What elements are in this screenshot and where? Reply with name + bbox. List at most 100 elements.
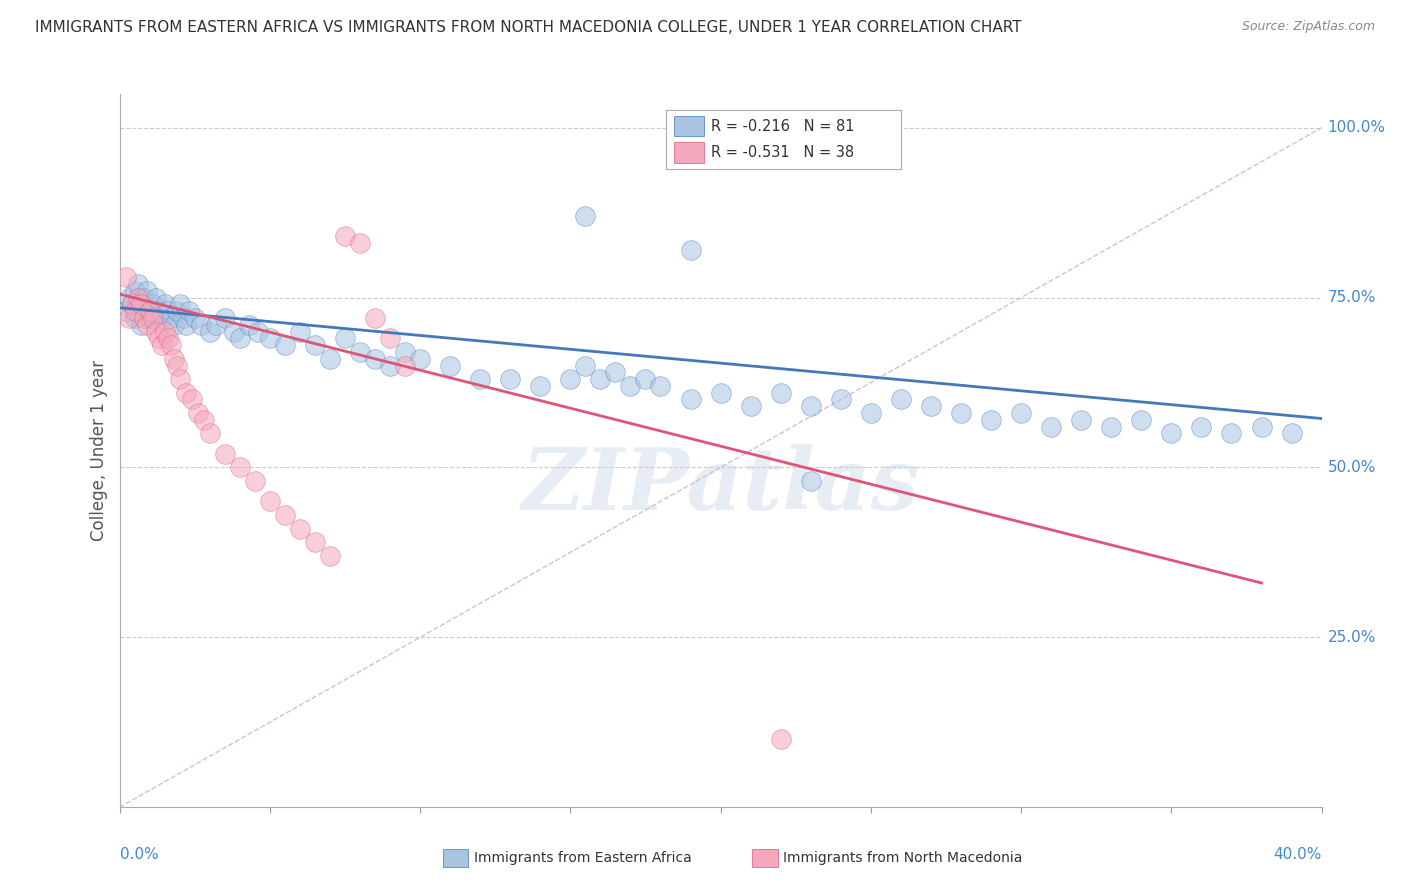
Y-axis label: College, Under 1 year: College, Under 1 year <box>90 359 108 541</box>
Point <box>138 304 160 318</box>
Point <box>364 310 387 325</box>
Point <box>288 522 311 536</box>
Point <box>679 243 702 257</box>
Point <box>135 284 157 298</box>
Point <box>439 359 461 373</box>
Point <box>228 331 252 345</box>
Point <box>259 331 281 345</box>
Point <box>304 535 326 549</box>
Point <box>138 304 160 318</box>
Point <box>174 385 197 400</box>
Text: IMMIGRANTS FROM EASTERN AFRICA VS IMMIGRANTS FROM NORTH MACEDONIA COLLEGE, UNDER: IMMIGRANTS FROM EASTERN AFRICA VS IMMIGR… <box>35 20 1022 35</box>
Text: R = -0.531   N = 38: R = -0.531 N = 38 <box>711 145 853 160</box>
Point <box>198 426 221 441</box>
Point <box>259 494 281 508</box>
Point <box>145 291 167 305</box>
Point <box>222 325 245 339</box>
Point <box>1189 419 1212 434</box>
Text: ZIPatlas: ZIPatlas <box>522 444 920 528</box>
Point <box>1099 419 1122 434</box>
Text: 100.0%: 100.0% <box>1327 120 1386 136</box>
Point <box>304 338 326 352</box>
Point <box>890 392 912 407</box>
Point <box>127 304 149 318</box>
Point <box>333 331 356 345</box>
Text: 25.0%: 25.0% <box>1327 630 1376 645</box>
Text: 50.0%: 50.0% <box>1327 460 1376 475</box>
Point <box>574 209 596 223</box>
Text: Immigrants from Eastern Africa: Immigrants from Eastern Africa <box>474 851 692 865</box>
Point <box>243 474 266 488</box>
Text: Immigrants from North Macedonia: Immigrants from North Macedonia <box>783 851 1022 865</box>
Point <box>204 318 226 332</box>
Point <box>156 304 179 318</box>
Point <box>589 372 612 386</box>
Point <box>349 236 371 251</box>
Point <box>214 447 236 461</box>
Text: R = -0.216   N = 81: R = -0.216 N = 81 <box>711 119 855 134</box>
Point <box>769 385 792 400</box>
Point <box>859 406 882 420</box>
Point <box>1220 426 1243 441</box>
Point <box>274 508 297 522</box>
Point <box>183 310 205 325</box>
Point <box>153 325 176 339</box>
Point <box>159 338 181 352</box>
Point <box>150 310 173 325</box>
Point <box>800 399 823 413</box>
Point <box>1130 413 1153 427</box>
Point <box>127 291 149 305</box>
Point <box>124 284 146 298</box>
Point <box>740 399 762 413</box>
Point <box>319 351 342 366</box>
Point <box>148 331 170 345</box>
Point <box>187 406 209 420</box>
Point <box>190 318 212 332</box>
Point <box>148 304 170 318</box>
Point <box>129 297 152 311</box>
Point <box>830 392 852 407</box>
Point <box>132 310 155 325</box>
Point <box>1010 406 1032 420</box>
Point <box>121 297 143 311</box>
Point <box>1250 419 1272 434</box>
Point <box>166 359 188 373</box>
Point <box>980 413 1002 427</box>
Point <box>1281 426 1303 441</box>
Point <box>132 291 155 305</box>
Point <box>274 338 297 352</box>
Point <box>156 331 179 345</box>
Point <box>114 270 136 285</box>
Point <box>129 297 152 311</box>
Point <box>1040 419 1063 434</box>
Point <box>560 372 582 386</box>
Point <box>378 331 401 345</box>
Point <box>238 318 260 332</box>
Point <box>950 406 973 420</box>
Point <box>1070 413 1092 427</box>
Point <box>1160 426 1182 441</box>
Point <box>634 372 657 386</box>
Point <box>709 385 731 400</box>
Point <box>574 359 596 373</box>
Point <box>162 351 184 366</box>
Bar <box>673 116 704 136</box>
Point <box>246 325 269 339</box>
Point <box>198 325 221 339</box>
Point <box>499 372 522 386</box>
Point <box>800 474 823 488</box>
Point <box>920 399 942 413</box>
Point <box>129 318 152 332</box>
Point <box>117 291 139 305</box>
Point <box>394 359 416 373</box>
Point <box>180 392 202 407</box>
Point <box>529 379 551 393</box>
Point <box>153 297 176 311</box>
Point <box>769 732 792 747</box>
Point <box>121 297 143 311</box>
Point <box>138 310 160 325</box>
Text: 75.0%: 75.0% <box>1327 290 1376 305</box>
Point <box>409 351 432 366</box>
Bar <box>673 142 704 162</box>
Text: Source: ZipAtlas.com: Source: ZipAtlas.com <box>1241 20 1375 33</box>
